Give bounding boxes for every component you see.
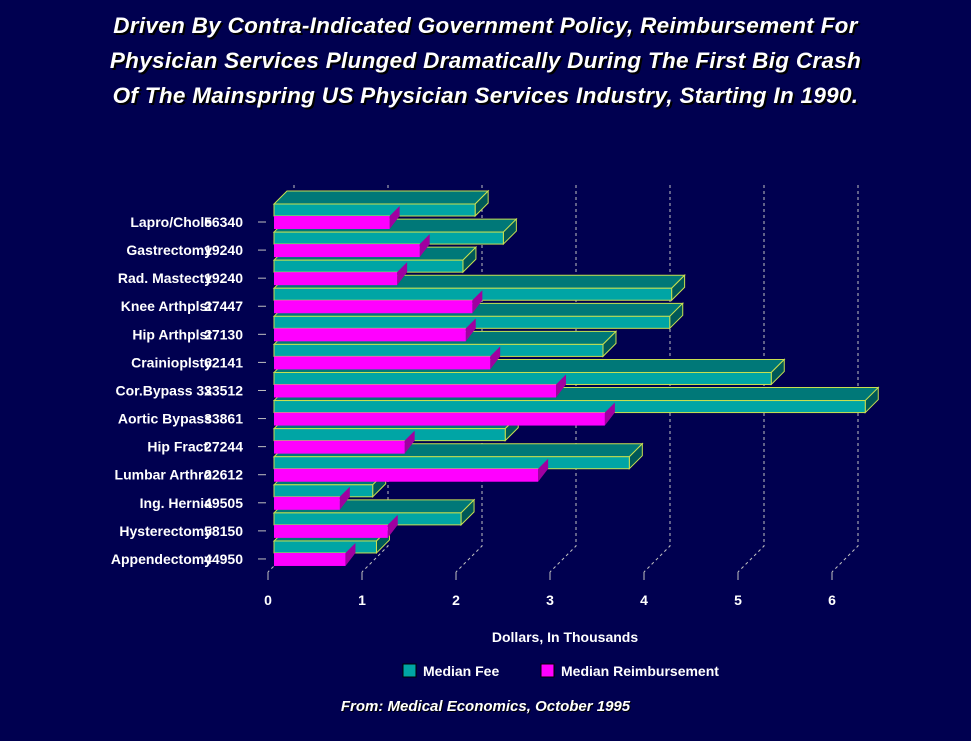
median-reimbursement-bar xyxy=(274,300,473,314)
category-label: Hysterectomy xyxy=(119,523,212,539)
median-reimbursement-bar-side xyxy=(389,206,400,229)
median-reimbursement-bar xyxy=(274,272,398,286)
median-fee-bar-top xyxy=(272,190,490,205)
category-code: 62141 xyxy=(204,354,243,370)
median-reimbursement-bar xyxy=(274,524,388,538)
category-label: Rad. Mastecty xyxy=(118,270,212,286)
category-label: Appendectomy xyxy=(111,551,212,567)
median-reimbursement-bar-side xyxy=(472,290,483,314)
category-code: 27244 xyxy=(204,439,243,455)
category-label: Hip Arthplst xyxy=(132,326,212,342)
median-reimbursement-bar-side xyxy=(490,346,501,370)
category-label: Ing. Hernia xyxy=(140,495,213,511)
median-fee-bar xyxy=(273,540,377,554)
title-line-2: Physician Services Plunged Dramatically … xyxy=(109,48,862,73)
category-code: 27447 xyxy=(204,298,243,314)
median-reimbursement-bar xyxy=(274,552,346,566)
median-reimbursement-bar-side xyxy=(556,374,566,398)
median-reimbursement-bar-side xyxy=(339,486,350,510)
legend-label-median-reimbursement: Median Reimbursement xyxy=(561,663,719,679)
gridline xyxy=(831,185,859,573)
category-code: 44950 xyxy=(204,551,243,567)
category-label: Knee Arthplst xyxy=(121,298,213,314)
category-label: Hip Fract. xyxy=(147,439,212,455)
median-reimbursement-bar xyxy=(274,384,556,398)
median-fee-bar xyxy=(273,371,772,385)
median-fee-bar xyxy=(273,512,462,526)
category-label: Gastrectomy xyxy=(126,242,212,258)
median-fee-bar xyxy=(273,428,506,442)
gridline xyxy=(737,185,765,573)
median-fee-bar xyxy=(273,203,476,217)
category-label: Aortic Bypass xyxy=(118,411,212,427)
source-note: From: Medical Economics, October 1995 xyxy=(340,698,631,715)
median-reimbursement-bar-side xyxy=(397,262,408,286)
median-reimbursement-bar-side xyxy=(419,234,430,258)
x-tick-label: 2 xyxy=(452,592,460,608)
category-code: 58150 xyxy=(204,523,243,539)
category-label: Cor.Bypass 3x xyxy=(116,382,213,398)
x-axis-label: Dollars, In Thousands xyxy=(492,629,638,645)
x-tick-label: 0 xyxy=(264,592,272,608)
median-reimbursement-bar xyxy=(274,440,405,454)
median-reimbursement-bar-side xyxy=(387,514,398,538)
x-tick-label: 5 xyxy=(734,592,742,608)
median-reimbursement-bar xyxy=(274,468,539,482)
median-reimbursement-bar-side xyxy=(538,458,549,482)
category-label: Crainioplsty xyxy=(131,354,212,370)
median-fee-bar xyxy=(273,456,630,470)
category-code: 33861 xyxy=(204,411,243,427)
category-code: 49505 xyxy=(204,495,243,511)
median-reimbursement-bar xyxy=(274,328,466,342)
title-line-3: Of The Mainspring US Physician Services … xyxy=(112,83,859,108)
median-fee-bar xyxy=(273,400,866,414)
category-code: 22612 xyxy=(204,467,243,483)
category-code: 19240 xyxy=(204,242,243,258)
legend-swatch-median-fee xyxy=(402,663,417,678)
median-reimbursement-bar xyxy=(274,356,491,370)
chart-title: Driven By Contra-Indicated Government Po… xyxy=(0,8,971,113)
category-code: 56340 xyxy=(204,214,243,230)
x-tick-label: 4 xyxy=(640,592,648,608)
x-tick-label: 6 xyxy=(828,592,836,608)
median-fee-bar xyxy=(273,484,374,498)
x-tick-label: 3 xyxy=(546,592,554,608)
category-label: Lapro/Chole xyxy=(130,214,212,230)
category-code: 19240 xyxy=(204,270,243,286)
x-tick-label: 1 xyxy=(358,592,366,608)
median-fee-bar xyxy=(273,231,504,245)
title-line-1: Driven By Contra-Indicated Government Po… xyxy=(113,13,858,38)
category-label: Lumbar Arthro xyxy=(115,467,212,483)
category-code: 27130 xyxy=(204,326,243,342)
median-fee-bar xyxy=(273,287,673,301)
median-reimbursement-bar-side xyxy=(345,542,356,566)
legend-label-median-fee: Median Fee xyxy=(423,663,499,679)
median-fee-bar xyxy=(273,343,604,357)
median-reimbursement-bar xyxy=(274,244,420,258)
median-reimbursement-bar-side xyxy=(604,402,615,426)
category-code: 33512 xyxy=(204,382,243,398)
median-reimbursement-bar xyxy=(274,216,390,229)
legend-swatch-median-reimbursement xyxy=(540,663,555,678)
median-reimbursement-bar xyxy=(274,496,340,510)
median-fee-bar xyxy=(273,259,464,273)
median-reimbursement-bar-side xyxy=(465,318,476,342)
median-reimbursement-bar xyxy=(274,412,605,426)
median-reimbursement-bar-side xyxy=(404,430,415,454)
